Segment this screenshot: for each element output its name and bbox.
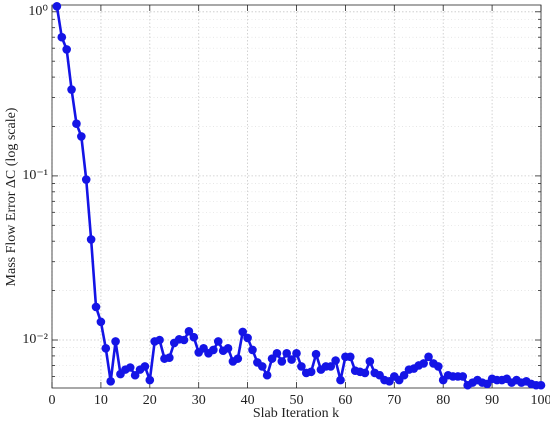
y-axis-label: Mass Flow Error ΔC (log scale): [4, 107, 19, 286]
data-point: [287, 355, 296, 364]
x-tick-label: 60: [338, 393, 352, 408]
data-point: [238, 327, 248, 337]
x-tick-label: 30: [192, 393, 206, 408]
data-point: [434, 362, 443, 371]
data-point: [223, 344, 233, 353]
x-tick-label: 70: [387, 393, 401, 408]
x-tick-label: 20: [143, 393, 157, 408]
data-point: [62, 45, 71, 54]
x-tick-label: 0: [49, 393, 56, 408]
data-point: [292, 348, 301, 358]
plot-frame: [51, 4, 542, 389]
data-point: [52, 2, 62, 11]
data-point: [399, 370, 409, 380]
x-tick-label: 10: [94, 393, 108, 408]
data-point: [262, 370, 272, 380]
data-point: [81, 175, 91, 184]
data-point: [57, 32, 67, 42]
data-point: [209, 345, 218, 355]
data-point: [111, 337, 120, 346]
x-tick-label: 90: [485, 393, 499, 408]
data-point: [326, 362, 336, 371]
data-point: [145, 375, 155, 385]
data-point: [184, 326, 194, 336]
data-point: [233, 354, 243, 363]
data-point: [345, 352, 355, 362]
data-point: [155, 335, 164, 345]
data-point: [165, 353, 174, 363]
data-point: [106, 377, 115, 386]
data-point: [424, 352, 433, 362]
data-point: [331, 356, 340, 365]
data-point: [189, 332, 199, 342]
data-point: [77, 132, 86, 141]
x-tick-label: 40: [241, 393, 255, 408]
data-point: [243, 333, 252, 343]
y-tick-label: 10⁻²: [22, 332, 48, 347]
data-point: [248, 345, 257, 355]
x-tick-label: 50: [290, 393, 304, 408]
data-point: [272, 348, 282, 358]
y-tick-label: 10⁻¹: [22, 168, 48, 183]
data-point: [365, 357, 375, 366]
data-point: [125, 363, 135, 372]
data-point: [96, 317, 106, 327]
data-point: [282, 348, 292, 358]
data-point: [67, 85, 76, 94]
data-point: [140, 362, 150, 371]
data-point: [179, 335, 189, 345]
y-tick-label: 10⁰: [28, 4, 48, 19]
data-point: [336, 375, 345, 385]
series-line: [55, 6, 541, 387]
data-point: [257, 362, 267, 371]
data-point: [130, 370, 140, 380]
data-point: [536, 380, 546, 390]
data-point: [360, 368, 370, 378]
data-point: [277, 357, 287, 366]
data-point: [91, 302, 101, 312]
data-point: [311, 349, 321, 359]
data-point: [72, 119, 81, 129]
data-point: [297, 362, 306, 371]
data-point: [419, 359, 428, 368]
x-tick-label: 80: [436, 393, 450, 408]
x-tick-label: 100: [531, 393, 550, 408]
data-point: [213, 337, 223, 346]
data-point: [86, 235, 96, 244]
x-axis-label: Slab Iteration k: [253, 406, 339, 421]
data-point: [458, 372, 468, 381]
data-point: [101, 344, 111, 353]
data-point: [306, 367, 316, 377]
